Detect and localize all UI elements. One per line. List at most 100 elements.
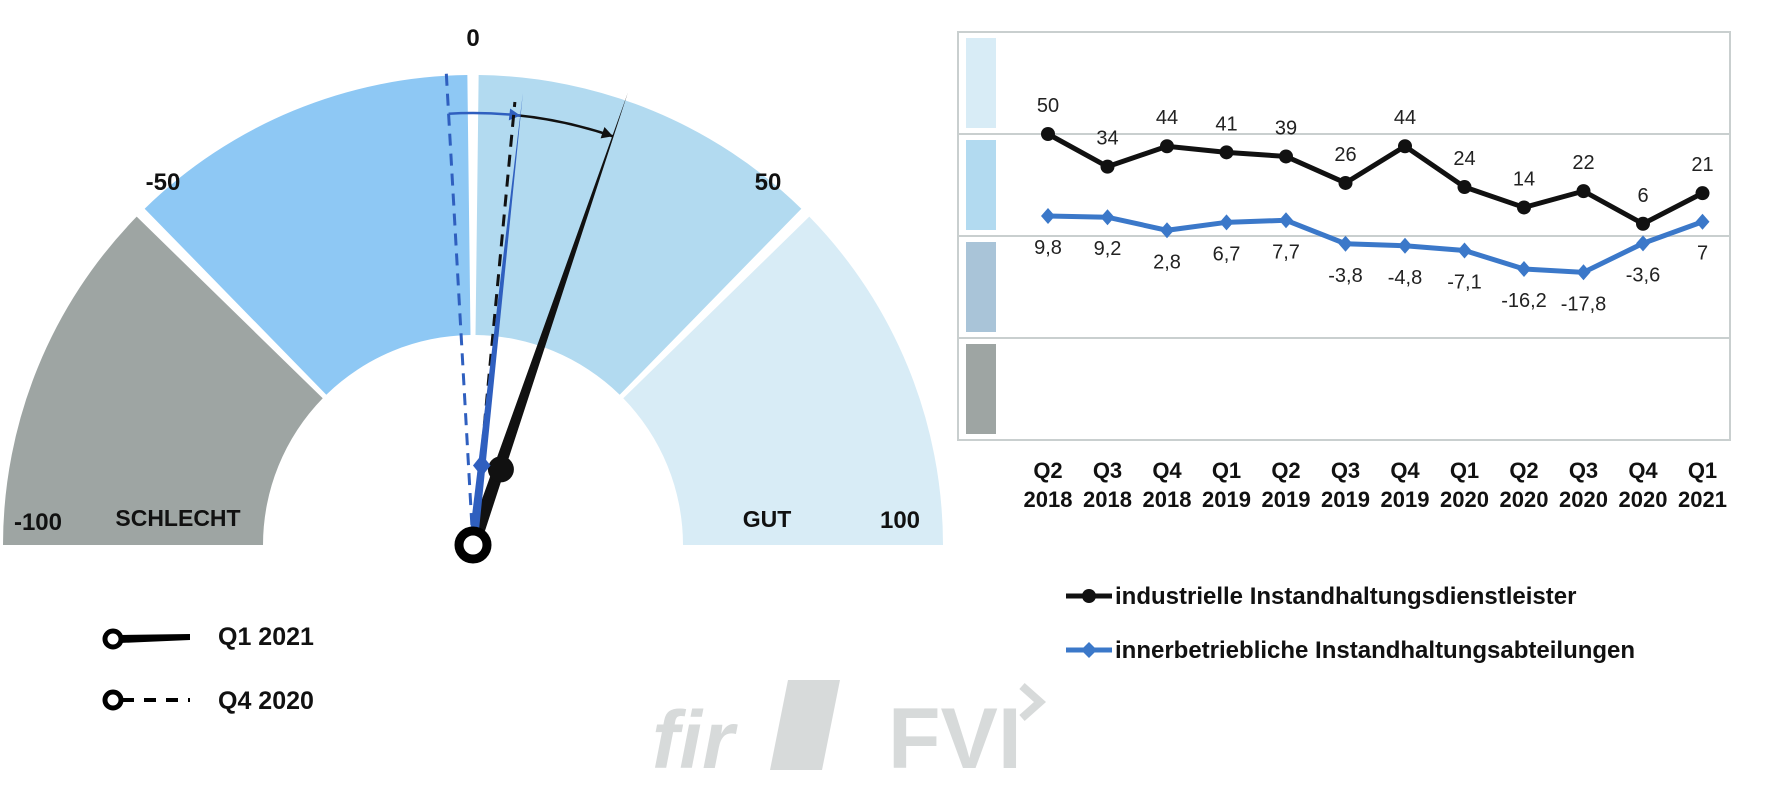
- category-label: Q3: [1331, 458, 1360, 483]
- gauge-zone: [623, 216, 943, 545]
- data-point: [1695, 213, 1710, 230]
- data-point: [1041, 127, 1055, 141]
- category-label: Q2: [1033, 458, 1062, 483]
- data-point: [1457, 242, 1472, 259]
- category-label: Q4: [1152, 458, 1182, 483]
- data-point: [1398, 139, 1412, 154]
- data-label: 2,8: [1153, 251, 1181, 273]
- data-label: 44: [1156, 107, 1178, 129]
- legend-label-series-1: industrielle Instandhaltungsdienstleiste…: [1115, 583, 1576, 610]
- legend-label-series-2: innerbetriebliche Instandhaltungsabteilu…: [1115, 637, 1635, 664]
- value-band: [966, 344, 996, 434]
- data-point: [1695, 186, 1710, 201]
- gauge-tick-label: -50: [146, 169, 181, 196]
- category-label: 2020: [1440, 487, 1489, 512]
- data-label: 26: [1334, 144, 1356, 166]
- category-labels: Q2 2018 Q3 2018 Q4 2018 Q1 2019 Q2 2019 Q3 2019 Q4 20…: [1024, 458, 1727, 512]
- category-label: Q4: [1628, 458, 1658, 483]
- svg-text:FVI: FVI: [888, 691, 1022, 787]
- category-label: Q2: [1271, 458, 1300, 483]
- value-band: [966, 140, 996, 230]
- gauge-zone: [475, 75, 802, 395]
- category-label: Q1: [1450, 458, 1479, 483]
- gauge-zone: [144, 75, 471, 395]
- data-label: 34: [1096, 128, 1118, 150]
- data-label: -16,2: [1501, 290, 1547, 312]
- category-label: 2021: [1678, 487, 1727, 512]
- gauge-change-arrows: [448, 108, 614, 139]
- line-legend: industrielle Instandhaltungsdienstleiste…: [1066, 583, 1635, 664]
- data-point: [1219, 214, 1234, 231]
- data-label: 22: [1572, 152, 1594, 174]
- category-label: 2019: [1381, 487, 1430, 512]
- category-label: Q3: [1569, 458, 1598, 483]
- data-point: [1398, 237, 1412, 254]
- change-arrowhead: [508, 108, 521, 121]
- data-label: -4,8: [1388, 267, 1422, 289]
- data-label: 7,7: [1272, 241, 1300, 263]
- gauge-tick-label: 50: [755, 169, 782, 196]
- change-arrowhead: [600, 127, 613, 139]
- series-line: [1047, 213, 1704, 275]
- gridlines: [958, 133, 1730, 339]
- data-point: [1041, 208, 1055, 225]
- gauge-tick-label: 100: [880, 507, 920, 534]
- legend-solid-needle-icon: [120, 634, 190, 643]
- legend-diamond-marker-icon: [1081, 642, 1097, 658]
- data-label: 7: [1697, 243, 1708, 265]
- fir-logo: fir: [652, 680, 840, 786]
- data-label: 24: [1453, 148, 1475, 170]
- data-label: 44: [1394, 107, 1416, 129]
- category-label: Q1: [1212, 458, 1241, 483]
- data-label: -3,8: [1328, 265, 1362, 287]
- gauge-needle: [466, 92, 628, 548]
- gauge-legend-label-q4-2020: Q4 2020: [218, 687, 314, 715]
- category-label: 2020: [1559, 487, 1608, 512]
- category-label: Q4: [1390, 458, 1420, 483]
- data-point: [1279, 212, 1293, 229]
- category-label: 2018: [1083, 487, 1132, 512]
- gauge-needle-knob: [487, 456, 514, 483]
- gauge-needles: [444, 67, 628, 564]
- category-label: Q1: [1688, 458, 1717, 483]
- series-layer: 50 34 44 41 39 26 44 24 14 22 6 21 9,8 9,2 2,8 6,7 7,7 -3…: [1034, 95, 1714, 315]
- data-point: [1100, 159, 1115, 174]
- category-label: Q2: [1509, 458, 1538, 483]
- data-label: 21: [1691, 154, 1713, 176]
- legend-needle-hub-icon: [102, 689, 124, 711]
- data-label: -3,6: [1626, 264, 1660, 286]
- category-label: 2019: [1202, 487, 1251, 512]
- data-point: [1517, 261, 1531, 278]
- data-point: [1576, 264, 1591, 281]
- data-point: [1219, 145, 1234, 160]
- category-label: 2019: [1321, 487, 1370, 512]
- gauge-hub: [454, 526, 492, 564]
- series-line: [1046, 131, 1704, 227]
- gauge-zone-label-good: GUT: [743, 506, 792, 532]
- data-point: [1160, 139, 1174, 154]
- data-label: 9,8: [1034, 237, 1062, 259]
- data-point: [1576, 184, 1591, 199]
- data-label: 41: [1215, 113, 1237, 135]
- gauge-legend: Q1 2021 Q4 2020: [102, 623, 314, 715]
- category-label: 2018: [1143, 487, 1192, 512]
- category-label: 2020: [1619, 487, 1668, 512]
- gauge-tick-label: -100: [14, 509, 62, 536]
- data-point: [1636, 235, 1650, 252]
- data-point: [1636, 216, 1650, 231]
- data-point: [1338, 235, 1353, 252]
- data-label: -7,1: [1447, 271, 1481, 293]
- gauge-zones: [3, 75, 943, 545]
- gauge-zone: [3, 216, 323, 545]
- data-point: [1279, 149, 1293, 164]
- data-point: [1160, 222, 1174, 239]
- data-label: 6,7: [1213, 243, 1241, 265]
- gauge-legend-label-q1-2021: Q1 2021: [218, 623, 314, 651]
- fvi-logo: FVI: [888, 683, 1047, 787]
- data-point: [1100, 209, 1115, 226]
- category-label: Q3: [1093, 458, 1122, 483]
- data-label: 9,2: [1094, 238, 1122, 260]
